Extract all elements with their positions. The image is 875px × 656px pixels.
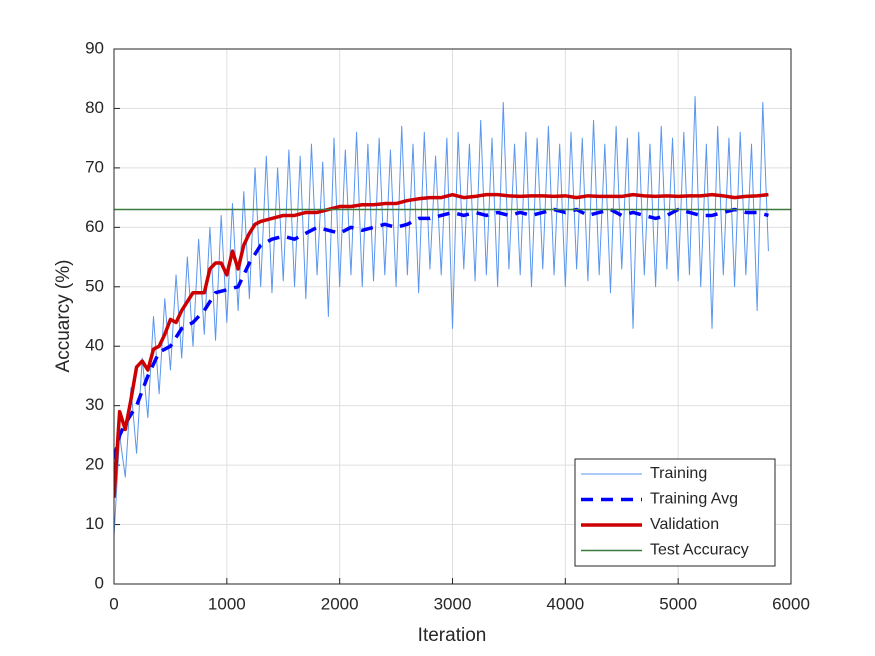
- y-tick-label: 90: [85, 38, 104, 57]
- x-tick-label: 1000: [208, 594, 246, 613]
- y-tick-label: 40: [85, 336, 104, 355]
- data-line: [114, 96, 769, 537]
- legend-label: Training: [650, 465, 707, 482]
- y-tick-label: 10: [85, 514, 104, 533]
- y-tick-label: 30: [85, 395, 104, 414]
- data-line: [114, 207, 769, 460]
- x-tick-label: 0: [109, 594, 118, 613]
- legend-label: Training Avg: [650, 491, 738, 508]
- y-tick-label: 0: [95, 573, 104, 592]
- legend-box: [574, 458, 776, 567]
- axes-box: [113, 48, 792, 585]
- y-tick-label: 20: [85, 455, 104, 474]
- legend-label: Test Accuracy: [650, 542, 749, 559]
- x-tick-label: 5000: [659, 594, 697, 613]
- y-tick-label: 80: [85, 98, 104, 117]
- y-tick-label: 50: [85, 276, 104, 295]
- x-tick-label: 2000: [321, 594, 359, 613]
- y-axis-label: Accuarcy (%): [53, 260, 74, 373]
- legend: Training Training Avg Validation Test Accur…: [574, 458, 776, 567]
- y-tick-label: 60: [85, 217, 104, 236]
- x-tick-label: 6000: [772, 594, 810, 613]
- legend-label: Validation: [650, 516, 719, 533]
- x-tick-label: 4000: [546, 594, 584, 613]
- x-tick-label: 3000: [434, 594, 472, 613]
- x-axis-label: Iteration: [418, 625, 487, 646]
- y-tick-label: 70: [85, 157, 104, 176]
- data-line: [114, 192, 769, 498]
